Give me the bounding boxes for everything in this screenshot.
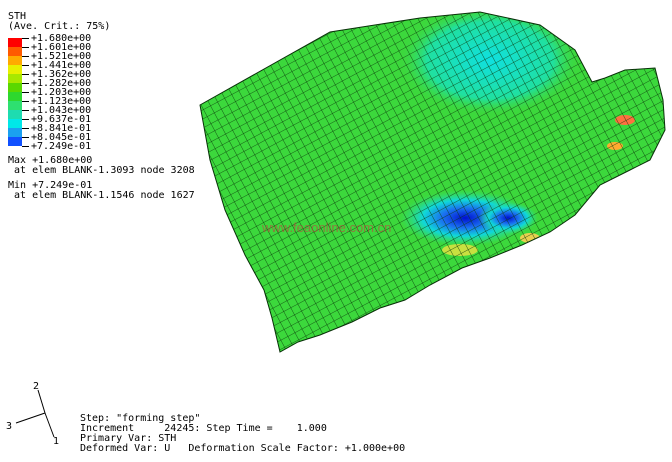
legend-max-location: at elem BLANK-1.3093 node 3208 bbox=[8, 165, 195, 176]
legend-band bbox=[8, 65, 22, 74]
legend-ticks: +1.680e+00 +1.601e+00 +1.521e+00 +1.441e+00… bbox=[22, 34, 91, 152]
axis-label-3: 3 bbox=[6, 421, 12, 432]
legend-band bbox=[8, 128, 22, 137]
legend-band bbox=[8, 47, 22, 56]
legend-tick-label: +1.680e+00 bbox=[22, 34, 91, 44]
legend-band bbox=[8, 74, 22, 83]
legend-max: Max +1.680e+00 bbox=[8, 155, 93, 166]
legend-tick-label: +1.043e+00 bbox=[22, 106, 91, 116]
info-primary-var: Primary Var: STH bbox=[80, 433, 177, 444]
info-increment: Increment 24245: Step Time = 1.000 bbox=[80, 423, 327, 434]
legend-tick-label: +8.045e-01 bbox=[22, 133, 91, 143]
legend-band bbox=[8, 137, 22, 146]
info-step: Step: "forming step" bbox=[80, 413, 201, 424]
axis-label-2: 2 bbox=[33, 381, 39, 392]
axis-triad: 2 1 3 bbox=[6, 381, 59, 447]
legend-min-location: at elem BLANK-1.1546 node 1627 bbox=[8, 190, 195, 201]
legend-band bbox=[8, 92, 22, 101]
legend-tick-label: +1.441e+00 bbox=[22, 61, 91, 71]
axis-label-1: 1 bbox=[53, 436, 59, 447]
legend-band bbox=[8, 83, 22, 92]
legend-tick-label: +9.637e-01 bbox=[22, 115, 91, 125]
legend-title: STH bbox=[8, 11, 27, 22]
legend-band bbox=[8, 38, 22, 47]
legend-tick-label: +1.521e+00 bbox=[22, 52, 91, 62]
legend-tick-label: +8.841e-01 bbox=[22, 124, 91, 134]
legend-band bbox=[8, 119, 22, 128]
legend-tick-label: +1.203e+00 bbox=[22, 88, 91, 98]
watermark: www.feaonline.com.cn bbox=[261, 220, 391, 235]
legend-band bbox=[8, 56, 22, 65]
legend-averaging: (Ave. Crit.: 75%) bbox=[8, 21, 111, 32]
legend-min: Min +7.249e-01 bbox=[8, 180, 93, 191]
legend-band bbox=[8, 101, 22, 110]
legend-tick-label: +1.601e+00 bbox=[22, 43, 91, 53]
info-deformed-var: Deformed Var: U Deformation Scale Factor… bbox=[80, 443, 406, 454]
legend-tick-label: +1.282e+00 bbox=[22, 79, 91, 89]
deformed-blank-mesh bbox=[200, 12, 665, 352]
legend-tick-label: +1.123e+00 bbox=[22, 97, 91, 107]
legend-band bbox=[8, 110, 22, 119]
legend-tick-label: +7.249e-01 bbox=[22, 142, 91, 152]
legend-tick-label: +1.362e+00 bbox=[22, 70, 91, 80]
legend-color-bar bbox=[8, 38, 22, 146]
